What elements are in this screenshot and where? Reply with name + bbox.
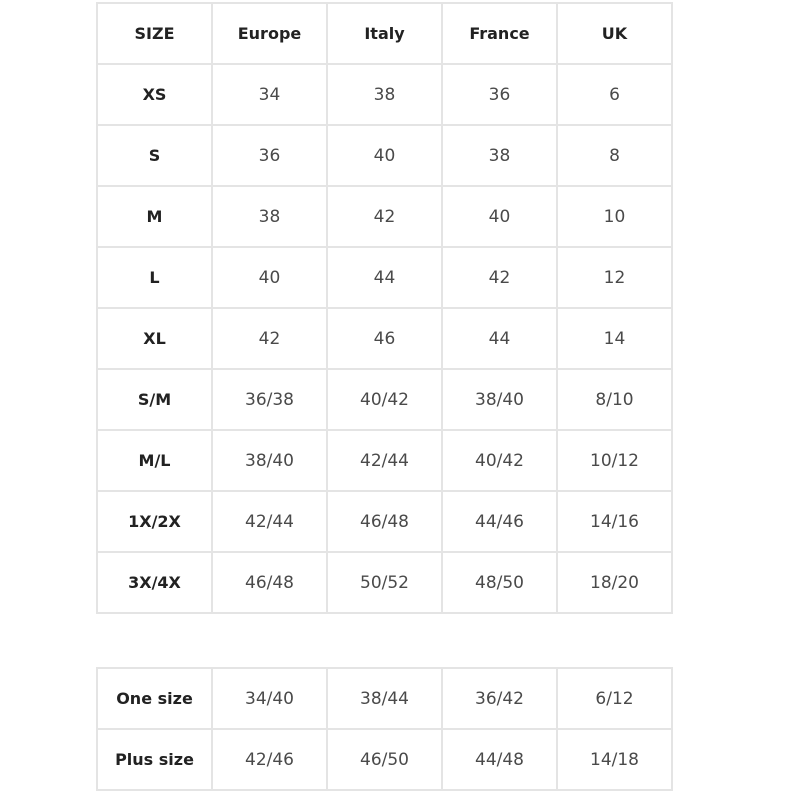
size-value-cell: 46 [326, 307, 443, 370]
size-value-cell: 44/46 [441, 490, 558, 553]
size-value-cell: 38/44 [326, 667, 443, 730]
size-label-cell: 3X/4X [96, 551, 213, 614]
size-value-cell: 42 [211, 307, 328, 370]
size-value-cell: 42/46 [211, 728, 328, 791]
size-value-cell: 42/44 [211, 490, 328, 553]
column-header: UK [556, 2, 673, 65]
size-value-cell: 38 [441, 124, 558, 187]
size-value-cell: 14/16 [556, 490, 673, 553]
size-value-cell: 8/10 [556, 368, 673, 431]
table-row: S 36 40 38 8 [96, 124, 673, 187]
size-value-cell: 8 [556, 124, 673, 187]
size-label-cell: XL [96, 307, 213, 370]
size-value-cell: 14/18 [556, 728, 673, 791]
size-value-cell: 36 [211, 124, 328, 187]
size-value-cell: 14 [556, 307, 673, 370]
special-sizes-table: One size 34/40 38/44 36/42 6/12 Plus size 42/4… [96, 667, 673, 791]
size-value-cell: 44 [441, 307, 558, 370]
size-value-cell: 6/12 [556, 667, 673, 730]
table-row: M 38 42 40 10 [96, 185, 673, 248]
size-value-cell: 34/40 [211, 667, 328, 730]
column-header: Italy [326, 2, 443, 65]
size-conversion-table: SIZE Europe Italy France UK XS 34 38 36 6 S 36 40 38 8… [96, 2, 673, 614]
size-value-cell: 40 [326, 124, 443, 187]
size-value-cell: 44 [326, 246, 443, 309]
size-value-cell: 36/38 [211, 368, 328, 431]
size-value-cell: 42 [441, 246, 558, 309]
table-row: XL 42 46 44 14 [96, 307, 673, 370]
size-value-cell: 40 [441, 185, 558, 248]
size-label-cell: XS [96, 63, 213, 126]
table-row: 3X/4X 46/48 50/52 48/50 18/20 [96, 551, 673, 614]
size-value-cell: 6 [556, 63, 673, 126]
size-value-cell: 40/42 [326, 368, 443, 431]
table-row: XS 34 38 36 6 [96, 63, 673, 126]
size-value-cell: 34 [211, 63, 328, 126]
size-value-cell: 10 [556, 185, 673, 248]
size-label-cell: S/M [96, 368, 213, 431]
size-value-cell: 36/42 [441, 667, 558, 730]
size-value-cell: 50/52 [326, 551, 443, 614]
size-label-cell: One size [96, 667, 213, 730]
size-value-cell: 46/48 [211, 551, 328, 614]
table-row: One size 34/40 38/44 36/42 6/12 [96, 667, 673, 730]
table-row: M/L 38/40 42/44 40/42 10/12 [96, 429, 673, 492]
size-value-cell: 48/50 [441, 551, 558, 614]
size-value-cell: 42/44 [326, 429, 443, 492]
size-value-cell: 44/48 [441, 728, 558, 791]
size-label-cell: M/L [96, 429, 213, 492]
size-label-cell: S [96, 124, 213, 187]
size-value-cell: 46/48 [326, 490, 443, 553]
size-value-cell: 18/20 [556, 551, 673, 614]
size-label-cell: M [96, 185, 213, 248]
size-value-cell: 38 [326, 63, 443, 126]
size-value-cell: 38 [211, 185, 328, 248]
column-header: Europe [211, 2, 328, 65]
size-label-cell: 1X/2X [96, 490, 213, 553]
table-row: 1X/2X 42/44 46/48 44/46 14/16 [96, 490, 673, 553]
size-value-cell: 40/42 [441, 429, 558, 492]
size-label-cell: Plus size [96, 728, 213, 791]
size-label-cell: L [96, 246, 213, 309]
size-value-cell: 42 [326, 185, 443, 248]
size-value-cell: 46/50 [326, 728, 443, 791]
header-row: SIZE Europe Italy France UK [96, 2, 673, 65]
table-row: Plus size 42/46 46/50 44/48 14/18 [96, 728, 673, 791]
size-value-cell: 38/40 [441, 368, 558, 431]
size-value-cell: 38/40 [211, 429, 328, 492]
table-row: L 40 44 42 12 [96, 246, 673, 309]
size-value-cell: 12 [556, 246, 673, 309]
size-value-cell: 10/12 [556, 429, 673, 492]
column-header: SIZE [96, 2, 213, 65]
size-value-cell: 40 [211, 246, 328, 309]
size-value-cell: 36 [441, 63, 558, 126]
table-row: S/M 36/38 40/42 38/40 8/10 [96, 368, 673, 431]
column-header: France [441, 2, 558, 65]
